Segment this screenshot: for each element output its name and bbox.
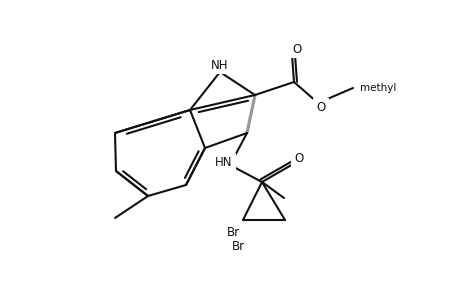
Text: HN: HN <box>215 155 232 169</box>
Text: Br: Br <box>231 241 244 254</box>
Text: O: O <box>316 100 325 113</box>
Text: methyl: methyl <box>359 83 396 93</box>
Text: NH: NH <box>211 58 228 71</box>
Text: O: O <box>292 43 301 56</box>
Text: Br: Br <box>226 226 239 238</box>
Text: O: O <box>294 152 303 164</box>
